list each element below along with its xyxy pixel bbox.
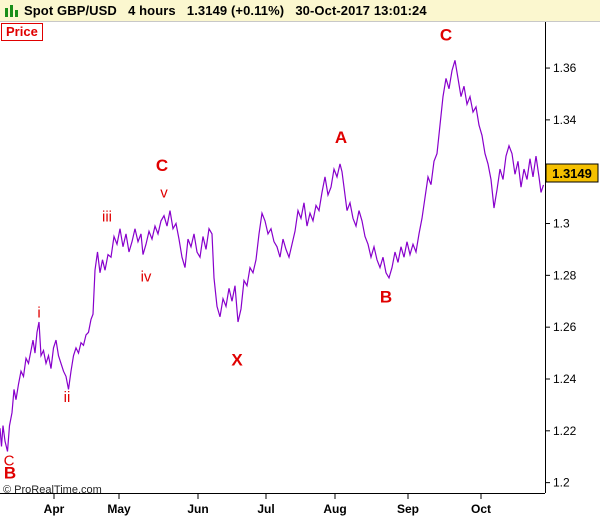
- datetime: 30-Oct-2017 13:01:24: [295, 3, 427, 18]
- price-tick-label: 1.28: [553, 268, 577, 282]
- wave-label: B: [380, 287, 392, 306]
- chart-header-bar: Spot GBP/USD 4 hours 1.3149 (+0.11%) 30-…: [0, 0, 600, 22]
- wave-label: iii: [102, 208, 112, 225]
- price-tick-label: 1.34: [553, 113, 577, 127]
- timeframe: 4 hours: [128, 3, 176, 18]
- price-tick-label: 1.3: [553, 217, 570, 231]
- price-tick-label: 1.24: [553, 372, 577, 386]
- current-price-box: [545, 163, 599, 183]
- price-tag[interactable]: Price: [1, 23, 43, 41]
- copyright-notice: © ProRealTime.com: [3, 484, 102, 496]
- time-tick-label: Apr: [44, 502, 65, 516]
- wave-label: ii: [64, 389, 71, 406]
- wave-label: v: [160, 184, 168, 201]
- chart-type-icon[interactable]: [4, 4, 19, 18]
- time-tick-label: Sep: [397, 502, 419, 516]
- wave-label: C: [4, 453, 15, 470]
- price-tick-label: 1.2: [553, 476, 570, 490]
- time-tick-label: Aug: [323, 502, 346, 516]
- price-change: (+0.11%): [230, 3, 285, 18]
- price-tick-label: 1.22: [553, 424, 577, 438]
- last-price: 1.3149: [186, 3, 228, 18]
- price-tick-label: 1.36: [553, 61, 577, 75]
- price-series-line: [0, 60, 545, 452]
- time-tick-label: Jul: [257, 502, 274, 516]
- wave-label: X: [231, 351, 243, 370]
- wave-label: i: [37, 304, 40, 321]
- time-tick-label: Oct: [471, 502, 491, 516]
- time-tick-label: Jun: [187, 502, 208, 516]
- wave-label: A: [335, 128, 347, 147]
- price-tick-label: 1.26: [553, 320, 577, 334]
- wave-label: B: [4, 464, 16, 483]
- current-price-marker: 1.3149: [545, 163, 599, 183]
- wave-label: C: [156, 156, 168, 175]
- wave-label: iv: [141, 268, 152, 285]
- wave-label: C: [440, 26, 452, 45]
- instrument-symbol: Spot GBP/USD: [24, 3, 117, 18]
- current-price-label: 1.3149: [552, 166, 592, 181]
- instrument-header: Spot GBP/USD 4 hours 1.3149 (+0.11%) 30-…: [24, 3, 427, 18]
- time-tick-label: May: [107, 502, 131, 516]
